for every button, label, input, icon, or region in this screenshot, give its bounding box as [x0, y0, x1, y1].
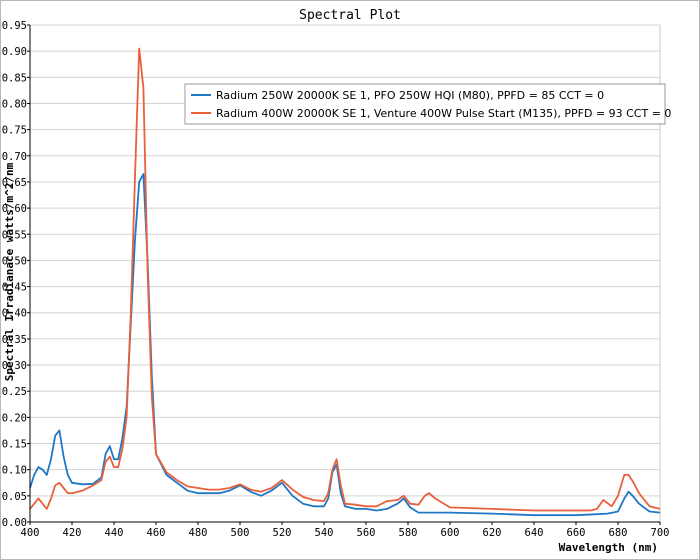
- series-layer: [29, 47, 661, 517]
- y-tick-label: 0.55: [2, 229, 27, 241]
- legend-entry-series-2: Radium 400W 20000K SE 1, Venture 400W Pu…: [216, 107, 671, 120]
- legend-entry-series-1: Radium 250W 20000K SE 1, PFO 250W HQI (M…: [216, 89, 604, 102]
- x-tick-label: 600: [441, 527, 460, 539]
- y-tick-label: 0.05: [2, 491, 27, 503]
- y-tick-label: 0.95: [2, 20, 27, 32]
- series-line-2: [29, 47, 661, 512]
- y-tick-label: 0.00: [2, 517, 27, 529]
- x-tick-label: 400: [21, 527, 40, 539]
- x-tick-label: 680: [609, 527, 628, 539]
- y-tick-label: 0.25: [2, 386, 27, 398]
- y-tick-label: 0.45: [2, 282, 27, 294]
- y-tick-label: 0.35: [2, 334, 27, 346]
- y-tick-label: 0.30: [2, 360, 27, 372]
- y-tick-label: 0.80: [2, 98, 27, 110]
- y-tick-label: 0.70: [2, 151, 27, 163]
- chart-title: Spectral Plot: [299, 8, 401, 23]
- x-tick-label: 500: [231, 527, 250, 539]
- x-tick-label: 540: [315, 527, 334, 539]
- x-tick-label: 420: [63, 527, 82, 539]
- y-tick-label: 0.65: [2, 177, 27, 189]
- y-tick-label: 0.40: [2, 308, 27, 320]
- x-tick-label: 440: [105, 527, 124, 539]
- axes: 0.00 0.05 0.10 0.15 0.20 0.25 0.30 0.35 0.40 0.45…: [2, 20, 670, 539]
- legend-box: [184, 83, 666, 125]
- x-tick-label: 660: [567, 527, 586, 539]
- x-tick-label: 580: [399, 527, 418, 539]
- x-tick-label: 620: [483, 527, 502, 539]
- y-axis-label: Spectral Irradianace watts/m^2/nm: [3, 162, 16, 381]
- y-tick-label: 0.50: [2, 255, 27, 267]
- y-tick-label: 0.75: [2, 125, 27, 137]
- y-tick-label: 0.20: [2, 412, 27, 424]
- y-tick-label: 0.10: [2, 465, 27, 477]
- x-axis-label: Wavelength (nm): [559, 541, 658, 554]
- y-tick-label: 0.85: [2, 72, 27, 84]
- x-tick-label: 560: [357, 527, 376, 539]
- y-tick-label: 0.90: [2, 46, 27, 58]
- x-tick-label: 640: [525, 527, 544, 539]
- y-tick-label: 0.60: [2, 203, 27, 215]
- x-tick-label: 460: [147, 527, 166, 539]
- x-tick-label: 480: [189, 527, 208, 539]
- series-line-1: [29, 173, 661, 517]
- x-tick-label: 700: [651, 527, 670, 539]
- x-tick-label: 520: [273, 527, 292, 539]
- y-tick-label: 0.15: [2, 439, 27, 451]
- legend: Radium 250W 20000K SE 1, PFO 250W HQI (M…: [184, 83, 671, 125]
